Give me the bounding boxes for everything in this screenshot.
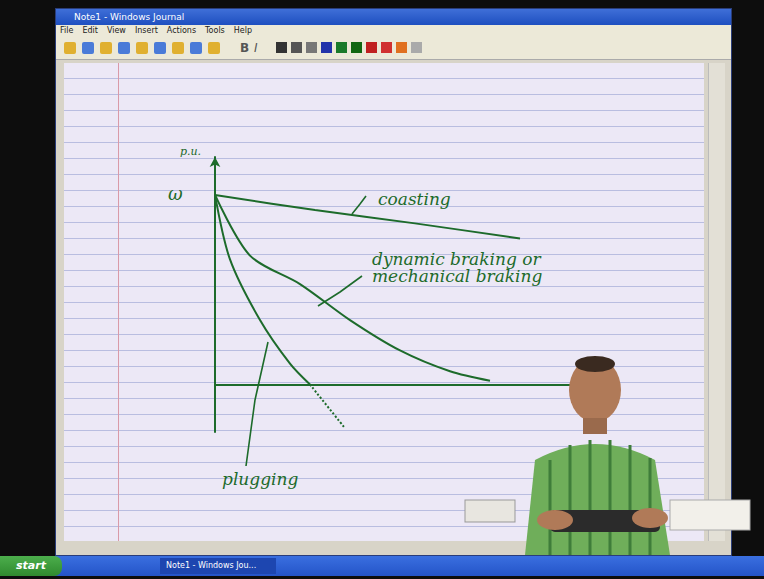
- html-text:View: View: [106, 26, 126, 35]
- html-text:Note1 - Windows Jou...: Note1 - Windows Jou...: [166, 561, 257, 570]
- html-text:B I: B I: [240, 41, 258, 55]
- svg-text:p.u.: p.u.: [180, 145, 201, 158]
- html-text:Note1 - Windows Journal: Note1 - Windows Journal: [74, 12, 185, 22]
- svg-text:mechanical braking: mechanical braking: [372, 266, 542, 286]
- svg-text:plugging: plugging: [222, 469, 298, 489]
- html-text:start: start: [16, 559, 46, 572]
- html-text:File: File: [60, 26, 74, 35]
- html-text:Edit: Edit: [82, 26, 98, 35]
- svg-text:ω: ω: [168, 183, 183, 204]
- html-text:Help: Help: [233, 26, 252, 35]
- svg-text:coasting: coasting: [378, 189, 451, 209]
- html-text:Actions: Actions: [166, 26, 197, 35]
- html-text:Tools: Tools: [205, 26, 225, 35]
- svg-text:dynamic braking or: dynamic braking or: [372, 248, 546, 269]
- html-text:Insert: Insert: [134, 26, 158, 35]
